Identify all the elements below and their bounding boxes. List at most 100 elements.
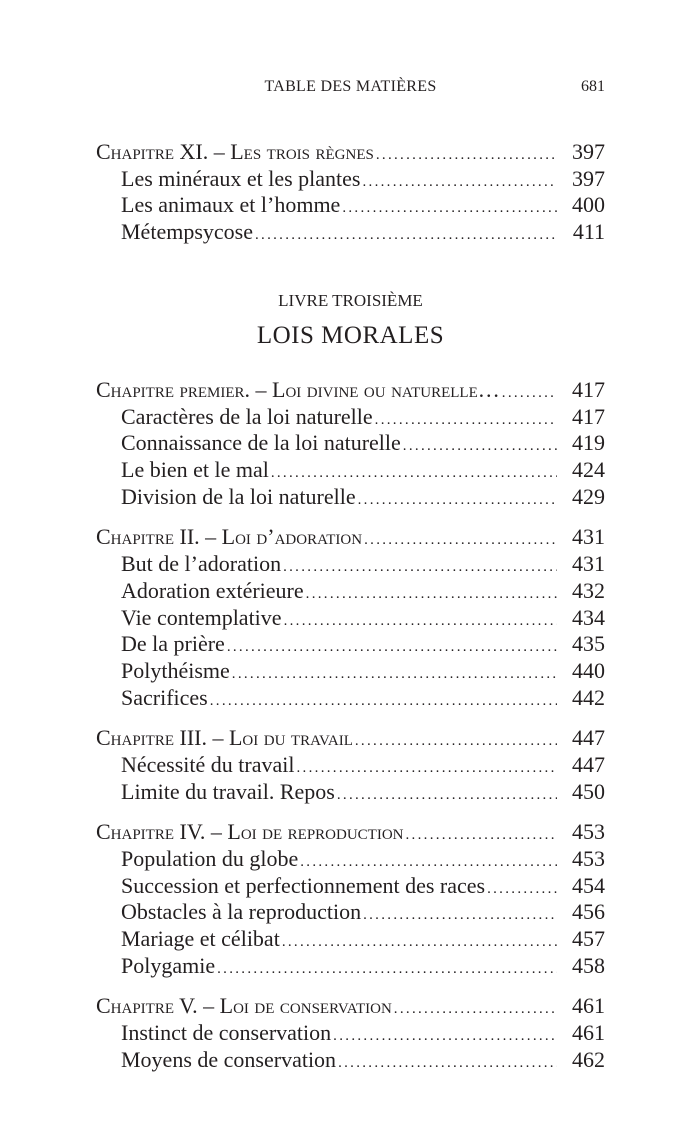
toc-item-entry[interactable]: Polythéisme 440 xyxy=(96,658,605,685)
chapter-section: Chapitre XI. – Les trois règnes397Les mi… xyxy=(96,139,605,246)
dot-leader xyxy=(227,634,557,661)
entry-label: Division de la loi naturelle xyxy=(121,483,356,509)
toc-item-entry[interactable]: Caractères de la loi naturelle 417 xyxy=(96,404,605,431)
entry-page: 417 xyxy=(572,377,605,402)
running-header: TABLE DES MATIÈRES 681 xyxy=(96,78,605,102)
dot-leader xyxy=(487,876,557,903)
toc-item-entry[interactable]: Les minéraux et les plantes 397 xyxy=(96,166,605,193)
entry-page: 453 xyxy=(572,846,605,871)
book-subtitle: LIVRE TROISIÈME xyxy=(278,291,423,310)
dot-leader xyxy=(283,554,557,581)
dot-leader xyxy=(376,142,557,169)
toc-part-1: Chapitre XI. – Les trois règnes397Les mi… xyxy=(96,139,605,246)
entry-page: 442 xyxy=(572,684,605,710)
entry-page: 434 xyxy=(572,604,605,630)
entry-page: 397 xyxy=(572,165,605,191)
toc-item-entry[interactable]: Instinct de conservation 461 xyxy=(96,1020,605,1047)
entry-page: 400 xyxy=(572,192,605,218)
toc-item-entry[interactable]: Polygamie 458 xyxy=(96,953,605,980)
dot-leader xyxy=(358,487,557,514)
dot-leader xyxy=(210,688,557,715)
entry-label: But de l’adoration xyxy=(121,551,282,577)
entry-label: Sacrifices xyxy=(121,684,208,710)
entry-page: 454 xyxy=(572,872,605,898)
entry-label: Connaissance de la loi naturelle xyxy=(121,430,401,456)
entry-page: 411 xyxy=(572,219,605,245)
dot-leader xyxy=(271,460,557,487)
entry-label: Caractères de la loi naturelle xyxy=(121,403,373,429)
dot-leader xyxy=(333,1023,557,1050)
dot-leader xyxy=(342,195,557,222)
toc-chapter-entry[interactable]: Chapitre premier. – Loi divine ou nature… xyxy=(96,377,605,404)
dot-leader xyxy=(217,956,557,983)
toc-item-entry[interactable]: Adoration extérieure 432 xyxy=(96,578,605,605)
entry-page: 429 xyxy=(572,483,605,509)
dot-leader xyxy=(403,433,557,460)
entry-page: 440 xyxy=(572,657,605,683)
dot-leader xyxy=(364,527,557,554)
toc-item-entry[interactable]: Population du globe 453 xyxy=(96,846,605,873)
entry-page: 457 xyxy=(572,926,605,952)
entry-page: 458 xyxy=(572,952,605,978)
entry-label: Adoration extérieure xyxy=(121,577,304,603)
entry-label: Les animaux et l’homme xyxy=(121,192,341,218)
toc-item-entry[interactable]: Mariage et célibat 457 xyxy=(96,926,605,953)
dot-leader xyxy=(255,222,557,249)
entry-page: 447 xyxy=(572,725,605,751)
dot-leader xyxy=(337,782,557,809)
page-number: 681 xyxy=(581,78,605,95)
toc-item-entry[interactable]: Nécessité du travail 447 xyxy=(96,752,605,779)
dot-leader xyxy=(300,849,557,876)
toc-item-entry[interactable]: Vie contemplative 434 xyxy=(96,605,605,632)
entry-label: De la prière xyxy=(121,631,225,657)
dot-leader xyxy=(375,407,557,434)
toc-item-entry[interactable]: Connaissance de la loi naturelle 419 xyxy=(96,430,605,457)
dot-leader xyxy=(284,608,557,635)
entry-label: Polygamie xyxy=(121,952,216,978)
dot-leader xyxy=(306,581,557,608)
toc-item-entry[interactable]: Division de la loi naturelle 429 xyxy=(96,484,605,511)
entry-label: Instinct de conservation xyxy=(121,1020,332,1046)
toc-chapter-entry[interactable]: Chapitre V. – Loi de conservation 461 xyxy=(96,993,605,1020)
dot-leader xyxy=(406,822,558,849)
entry-page: 417 xyxy=(572,403,605,429)
entry-page: 432 xyxy=(572,577,605,603)
chapter-section: Chapitre II. – Loi d’adoration431But de … xyxy=(96,524,605,711)
toc-item-entry[interactable]: De la prière 435 xyxy=(96,631,605,658)
dot-leader xyxy=(282,929,557,956)
toc-chapter-entry[interactable]: Chapitre XI. – Les trois règnes 397 xyxy=(96,139,605,166)
toc-item-entry[interactable]: Limite du travail. Repos 450 xyxy=(96,779,605,806)
entry-label: Chapitre II. – Loi d’adoration xyxy=(96,524,363,550)
dot-leader xyxy=(232,661,557,688)
entry-label: Métempsycose xyxy=(121,219,253,245)
dot-leader xyxy=(363,902,557,929)
entry-label: Chapitre III. – Loi du travail xyxy=(96,725,353,751)
dot-leader xyxy=(394,996,557,1023)
toc-chapter-entry[interactable]: Chapitre III. – Loi du travail 447 xyxy=(96,725,605,752)
entry-label: Succession et perfectionnement des races xyxy=(121,872,486,898)
toc-item-entry[interactable]: But de l’adoration 431 xyxy=(96,551,605,578)
toc-item-entry[interactable]: Obstacles à la reproduction 456 xyxy=(96,899,605,926)
toc-chapter-entry[interactable]: Chapitre II. – Loi d’adoration 431 xyxy=(96,524,605,551)
toc-item-entry[interactable]: Succession et perfectionnement des races… xyxy=(96,873,605,900)
toc-part-2: Chapitre premier. – Loi divine ou nature… xyxy=(96,377,605,1074)
entry-page: 431 xyxy=(572,551,605,577)
entry-label: Chapitre IV. – Loi de reproduction xyxy=(96,819,404,845)
entry-page: 447 xyxy=(572,751,605,777)
toc-chapter-entry[interactable]: Chapitre IV. – Loi de reproduction 453 xyxy=(96,819,605,846)
chapter-section: Chapitre III. – Loi du travail 447Nécessi… xyxy=(96,725,605,805)
book-title: LOIS MORALES xyxy=(256,322,445,349)
toc-item-entry[interactable]: Métempsycose 411 xyxy=(96,219,605,246)
toc-item-entry[interactable]: Moyens de conservation 462 xyxy=(96,1047,605,1074)
entry-page: 450 xyxy=(572,778,605,804)
toc-item-entry[interactable]: Sacrifices 442 xyxy=(96,685,605,712)
chapter-section: Chapitre V. – Loi de conservation461Inst… xyxy=(96,993,605,1073)
entry-page: 435 xyxy=(572,631,605,657)
toc-item-entry[interactable]: Les animaux et l’homme 400 xyxy=(96,192,605,219)
entry-page: 419 xyxy=(572,430,605,456)
entry-label: Vie contemplative xyxy=(121,604,282,630)
toc-item-entry[interactable]: Le bien et le mal 424 xyxy=(96,457,605,484)
entry-label: Population du globe xyxy=(121,846,299,871)
chapter-section: Chapitre premier. – Loi divine ou nature… xyxy=(96,377,605,510)
chapter-section: Chapitre IV. – Loi de reproduction453Pop… xyxy=(96,819,605,979)
